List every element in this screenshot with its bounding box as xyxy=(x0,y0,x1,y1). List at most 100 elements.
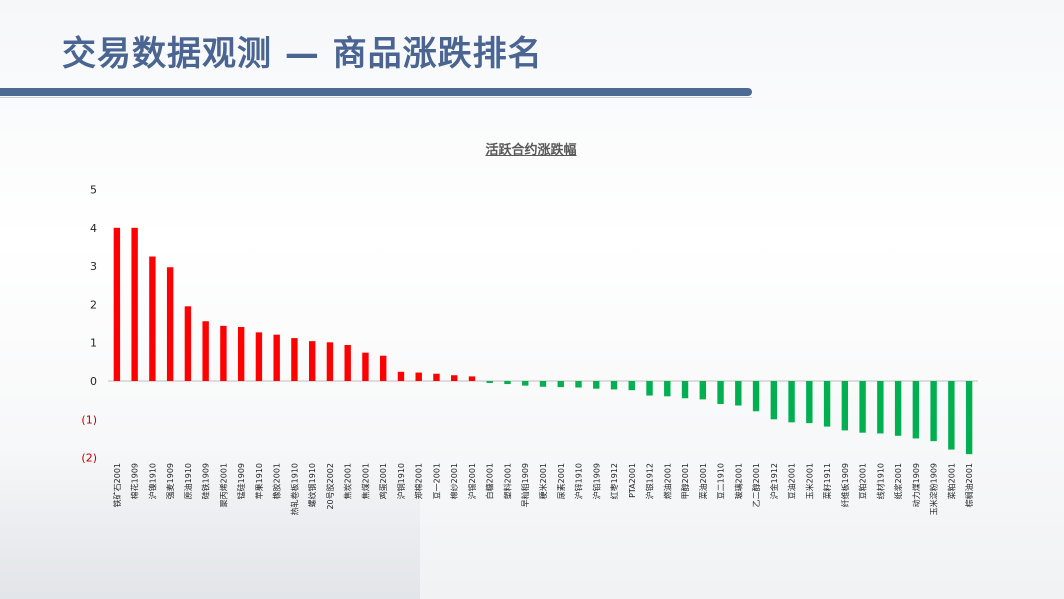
bar xyxy=(717,381,724,404)
y-tick-label: 2 xyxy=(90,298,97,311)
category-label: 沪银1912 xyxy=(645,463,655,499)
bar xyxy=(841,381,849,431)
category-label: 沪锡2001 xyxy=(467,463,477,499)
bar xyxy=(930,381,937,442)
bar xyxy=(344,345,351,381)
category-label: 玻璃2001 xyxy=(733,463,743,499)
category-label: 燃油2001 xyxy=(662,463,672,499)
bar xyxy=(859,381,866,433)
category-label: 20号胶2002 xyxy=(325,463,335,510)
bar xyxy=(610,381,618,390)
category-label: 菜粕2001 xyxy=(946,463,956,499)
bar xyxy=(166,267,174,381)
slide-title: 交易数据观测 — 商品涨跌排名 xyxy=(62,34,543,74)
category-label: 锰硅1909 xyxy=(236,463,246,499)
category-label: 棉花1909 xyxy=(130,463,140,499)
bar xyxy=(397,371,405,381)
category-label: 甲醇2001 xyxy=(680,463,690,499)
bar xyxy=(308,341,316,381)
category-label: 线材1910 xyxy=(875,463,885,499)
bar xyxy=(894,381,902,436)
bar xyxy=(788,381,795,423)
bar xyxy=(415,372,422,381)
bar xyxy=(770,381,778,420)
category-label: PTA2001 xyxy=(628,463,637,498)
bar xyxy=(362,352,369,381)
category-label: 橡胶2001 xyxy=(272,463,282,499)
category-label: 菜籽1911 xyxy=(822,463,832,499)
category-label: 乙二醇2001 xyxy=(751,463,761,507)
category-label: 纸浆2001 xyxy=(893,463,903,499)
y-tick-label: 5 xyxy=(90,184,97,197)
bar xyxy=(220,325,227,381)
bar xyxy=(113,227,121,381)
category-label: 白糖2001 xyxy=(485,463,495,499)
bar xyxy=(451,375,458,381)
category-label: 棕榈油2001 xyxy=(964,463,974,507)
bar xyxy=(557,381,564,388)
bar xyxy=(273,334,280,381)
bar xyxy=(681,381,689,399)
category-label: 鸡蛋2001 xyxy=(378,463,388,499)
category-label: 粳米2001 xyxy=(538,463,548,499)
y-tick-label: 0 xyxy=(90,375,97,388)
category-label: 塑料2001 xyxy=(502,463,512,499)
bar xyxy=(735,381,742,406)
bar xyxy=(131,227,138,381)
category-label: 硅铁1909 xyxy=(201,463,211,499)
category-label: 动力煤1909 xyxy=(911,463,921,507)
category-label: 玉米2001 xyxy=(804,463,814,499)
y-tick-label: 4 xyxy=(90,222,97,235)
bar xyxy=(646,381,653,396)
category-label: 焦煤2001 xyxy=(360,463,370,499)
bar xyxy=(237,327,245,381)
bar xyxy=(468,376,476,381)
category-label: 尿素2001 xyxy=(556,463,566,499)
category-label: 强麦1909 xyxy=(165,463,175,499)
bar xyxy=(291,338,298,381)
bar xyxy=(380,355,387,381)
category-label: 红枣1912 xyxy=(609,463,619,499)
category-label: 菜油2001 xyxy=(698,463,708,499)
category-label: 沪铜1910 xyxy=(396,463,406,499)
background-skyline xyxy=(0,449,420,599)
category-label: 沪镍1910 xyxy=(147,463,157,499)
category-label: 豆粕2001 xyxy=(858,463,868,499)
bar xyxy=(877,381,884,434)
category-label: 豆油2001 xyxy=(787,463,797,499)
bar xyxy=(593,381,600,389)
bar xyxy=(948,381,955,450)
bar xyxy=(433,373,440,381)
bar xyxy=(664,381,671,397)
bar xyxy=(539,381,547,387)
bar xyxy=(149,256,156,381)
category-label: 沪铅1909 xyxy=(591,463,601,499)
bar xyxy=(752,381,760,412)
category-label: 聚丙烯2001 xyxy=(218,463,228,507)
category-label: 纤维板1909 xyxy=(840,463,850,507)
bar xyxy=(504,381,511,385)
chart-title: 活跃合约涨跌幅 xyxy=(485,143,577,158)
category-label: 沪锌1910 xyxy=(574,463,584,499)
bar xyxy=(202,321,209,381)
category-label: 沪金1912 xyxy=(769,463,779,499)
category-label: 焦炭2001 xyxy=(343,463,353,499)
bar xyxy=(575,381,582,388)
y-tick-label: (2) xyxy=(81,452,97,465)
title-underline-thin xyxy=(0,97,752,98)
category-label: 郑棉2001 xyxy=(414,463,424,499)
bar xyxy=(965,381,973,455)
y-tick-label: 3 xyxy=(90,260,97,273)
bar xyxy=(806,381,813,424)
category-label: 螺纹钢1910 xyxy=(307,463,317,507)
bar xyxy=(255,332,263,381)
category-label: 热轧卷板1910 xyxy=(289,463,299,515)
bar xyxy=(912,381,920,439)
category-label: 苹果1910 xyxy=(254,463,264,499)
bar xyxy=(699,381,706,400)
category-label: 玉米淀粉1909 xyxy=(929,463,939,515)
bar xyxy=(823,381,831,427)
title-underline-bar xyxy=(0,88,752,96)
bar xyxy=(522,381,529,386)
category-label: 豆一2001 xyxy=(432,463,441,499)
